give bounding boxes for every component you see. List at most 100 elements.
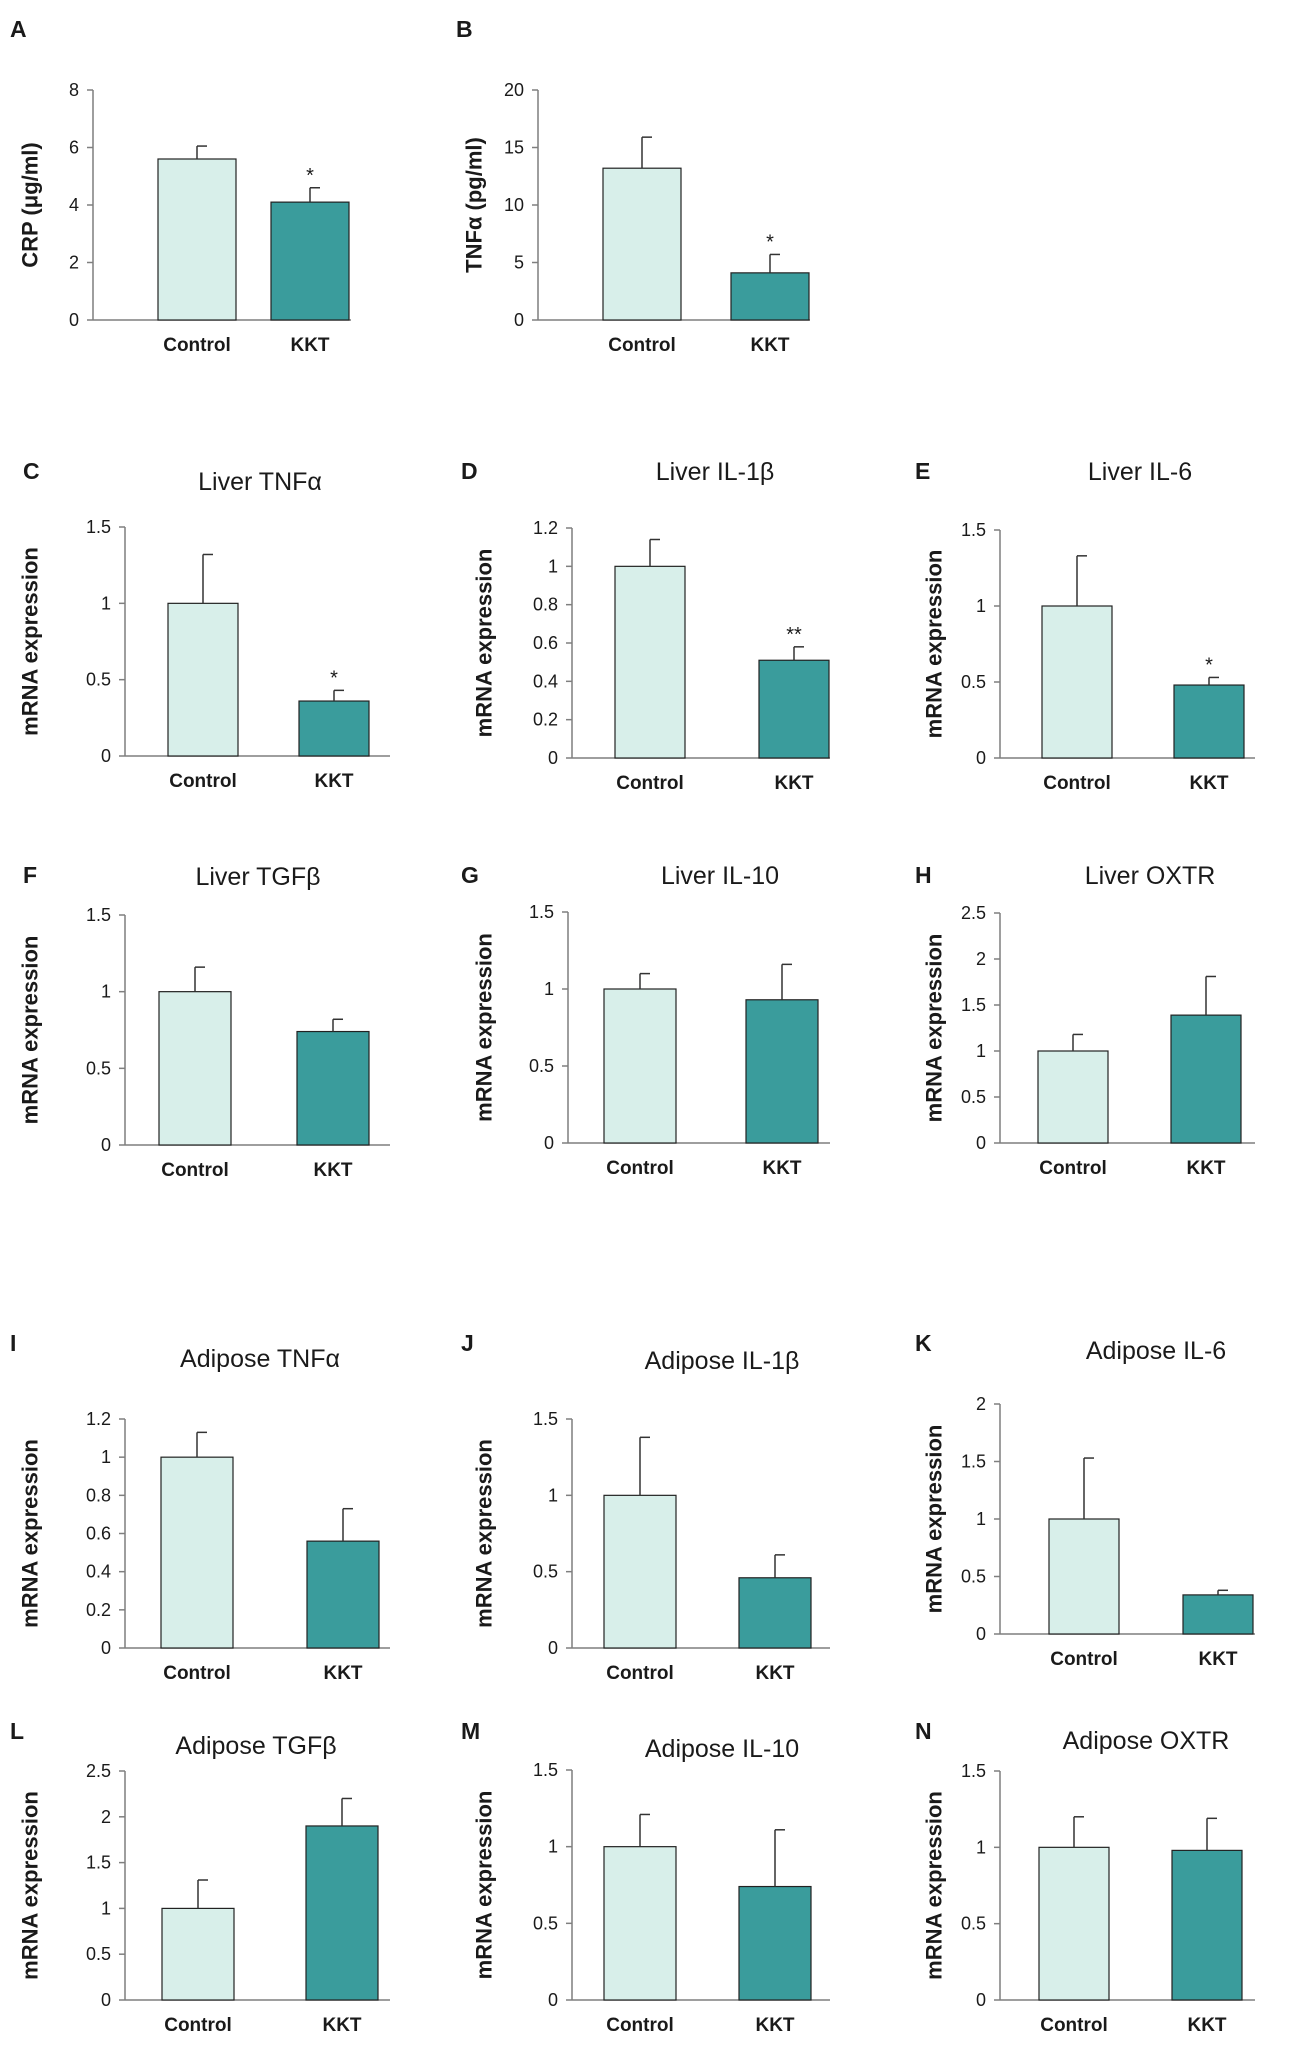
y-tick-label: 0 [544,1133,554,1153]
y-tick-label: 1.5 [533,1409,558,1429]
bar-kkt [296,1030,370,1146]
panel-label: G [461,862,479,888]
chart-title: Adipose OXTR [1063,1727,1230,1755]
y-tick-label: 1 [976,1509,986,1529]
y-tick-label: 1.5 [529,902,554,922]
y-tick-label: 1.5 [86,517,111,537]
chart-title: Liver OXTR [1085,862,1216,890]
chart-title: Adipose IL-10 [645,1735,799,1763]
bar-control [603,1846,677,2001]
x-category-label: Control [606,1663,674,1684]
bar-kkt [758,659,830,759]
y-tick-label: 0 [976,1990,986,2010]
y-axis-label: mRNA expression [472,933,497,1122]
y-tick-label: 0 [514,310,524,330]
bar-control [1038,1846,1110,2001]
panel-label: K [915,1330,932,1356]
x-category-label: KKT [750,335,789,356]
panel-h: H Liver OXTR mRNA expression 0 0.5 1 1.5 2 2.5 Co… [915,862,1255,1179]
bar-control [1037,1050,1109,1144]
bar-kkt [1173,684,1245,759]
y-tick-label: 15 [504,138,524,158]
bar-control [602,167,682,321]
bar-kkt [738,1885,812,2001]
y-axis-label: mRNA expression [18,1791,43,1980]
y-tick-label: 0.5 [86,670,111,690]
y-tick-label: 0.6 [86,1524,111,1544]
y-tick-label: 0 [548,1990,558,2010]
y-tick-label: 0.5 [86,1058,111,1078]
panel-label: L [10,1718,24,1744]
panel-label: E [915,458,930,484]
chart-title: Adipose TGFβ [175,1732,336,1760]
panel-label: M [461,1718,480,1744]
significance-marker: * [766,231,774,253]
panel-label: C [23,458,40,484]
y-tick-label: 0 [101,746,111,766]
y-tick-label: 0.5 [533,1562,558,1582]
x-category-label: KKT [1198,1649,1237,1670]
bar-kkt [730,272,810,321]
panel-f: F Liver TGFβ mRNA expression 0 0.5 1 1.5 Contro… [18,862,390,1181]
bar-kkt [738,1577,812,1649]
x-category-label: Control [606,2015,674,2036]
panel-n: N Adipose OXTR mRNA expression 0 0.5 1 1.5 Cont… [915,1718,1255,2036]
y-tick-label: 0 [976,1133,986,1153]
y-tick-label: 0.2 [86,1600,111,1620]
x-category-label: KKT [774,773,813,794]
y-tick-label: 8 [69,80,79,100]
y-tick-label: 0.5 [533,1913,558,1933]
y-tick-label: 1 [548,1485,558,1505]
panel-l: L Adipose TGFβ mRNA expression 0 0.5 1 1.5 2 2.5… [10,1718,390,2036]
y-tick-label: 1 [976,1041,986,1061]
y-tick-label: 0 [101,1990,111,2010]
y-axis-label: mRNA expression [18,1439,43,1628]
x-category-label: Control [608,335,676,356]
x-category-label: KKT [323,1663,362,1684]
panel-d: D Liver IL-1β mRNA expression 0 0.2 0.4 0.6 0.8… [461,458,830,794]
bar-control [603,1494,677,1649]
y-tick-label: 0.4 [86,1562,111,1582]
chart-title: Liver IL-1β [656,458,775,486]
x-category-label: KKT [755,1663,794,1684]
y-tick-label: 0 [69,310,79,330]
panel-k: K Adipose IL-6 mRNA expression 0 0.5 1 1.5 2 Con… [915,1330,1255,1670]
y-tick-label: 2.5 [961,903,986,923]
y-tick-label: 1.5 [961,1761,986,1781]
bar-control [1048,1518,1120,1635]
x-category-label: KKT [1186,1158,1225,1179]
bar-control [161,1907,235,2001]
y-axis-label: mRNA expression [18,547,43,736]
y-axis-label: mRNA expression [922,550,947,739]
bar-kkt [1171,1849,1243,2001]
x-category-label: KKT [755,2015,794,2036]
panel-label: F [23,862,37,888]
y-axis-label: TNFα (pg/ml) [462,137,487,273]
y-tick-label: 2 [101,1807,111,1827]
y-tick-label: 1.5 [961,1452,986,1472]
y-tick-label: 0.6 [533,633,558,653]
y-tick-label: 1.5 [533,1760,558,1780]
y-tick-label: 0 [548,1638,558,1658]
y-tick-label: 0.5 [86,1944,111,1964]
chart-title: Adipose IL-1β [645,1347,800,1375]
y-tick-label: 1.5 [961,995,986,1015]
y-tick-label: 1 [976,596,986,616]
x-category-label: KKT [314,771,353,792]
bar-control [167,602,239,757]
x-category-label: Control [1043,773,1111,794]
y-tick-label: 2 [976,1394,986,1414]
y-tick-label: 1 [101,1447,111,1467]
chart-title: Liver IL-6 [1088,458,1192,486]
bar-control [157,158,237,321]
y-tick-label: 2.5 [86,1761,111,1781]
x-category-label: Control [616,773,684,794]
bar-control [603,988,677,1144]
y-tick-label: 0 [976,1624,986,1644]
panel-m: M Adipose IL-10 mRNA expression 0 0.5 1 1.5 Con… [461,1718,830,2036]
x-category-label: Control [161,1160,229,1181]
y-tick-label: 0.2 [533,710,558,730]
panel-label: H [915,862,932,888]
panel-g: G Liver IL-10 mRNA expression 0 0.5 1 1.5 Contr… [461,862,830,1179]
significance-marker: * [306,165,314,187]
